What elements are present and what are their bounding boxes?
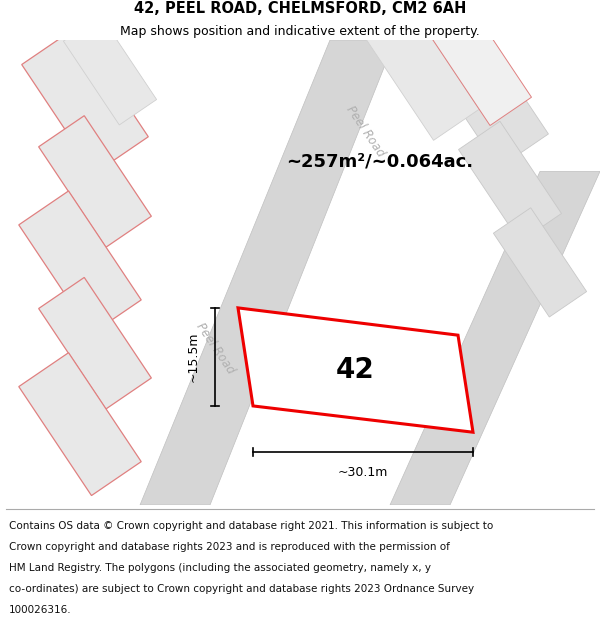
Text: HM Land Registry. The polygons (including the associated geometry, namely x, y: HM Land Registry. The polygons (includin… [9,562,431,572]
Text: Contains OS data © Crown copyright and database right 2021. This information is : Contains OS data © Crown copyright and d… [9,521,493,531]
Polygon shape [38,278,151,409]
Text: 42, PEEL ROAD, CHELMSFORD, CM2 6AH: 42, PEEL ROAD, CHELMSFORD, CM2 6AH [134,1,466,16]
Text: ~15.5m: ~15.5m [187,332,199,382]
Polygon shape [458,121,562,242]
Text: co-ordinates) are subject to Crown copyright and database rights 2023 Ordnance S: co-ordinates) are subject to Crown copyr… [9,584,474,594]
Text: Peel Road: Peel Road [343,103,387,159]
Text: 42: 42 [336,356,375,384]
Text: Map shows position and indicative extent of the property.: Map shows position and indicative extent… [120,25,480,38]
Polygon shape [140,40,395,505]
Text: Crown copyright and database rights 2023 and is reproduced with the permission o: Crown copyright and database rights 2023… [9,542,450,552]
Polygon shape [238,308,473,432]
Polygon shape [493,208,587,317]
Polygon shape [428,5,532,126]
Polygon shape [19,352,141,496]
Text: 100026316.: 100026316. [9,604,71,614]
Polygon shape [390,171,600,505]
Text: Peel Road: Peel Road [193,321,237,376]
Polygon shape [64,16,157,125]
Text: ~257m²/~0.064ac.: ~257m²/~0.064ac. [286,152,473,170]
Polygon shape [431,33,548,168]
Polygon shape [22,28,148,174]
Polygon shape [38,116,151,248]
Polygon shape [19,191,141,334]
Text: ~30.1m: ~30.1m [338,466,388,479]
Polygon shape [361,0,479,141]
